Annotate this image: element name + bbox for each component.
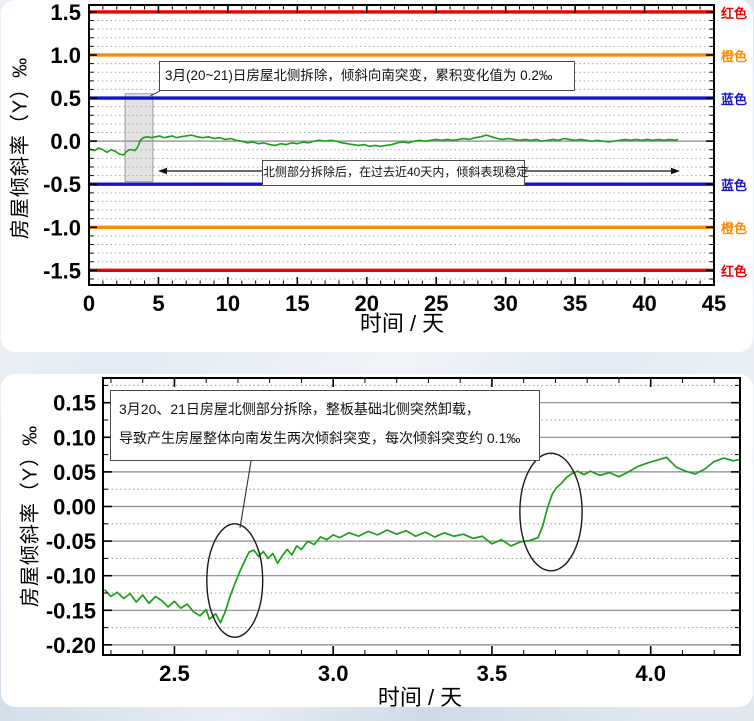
y-tick-label: 1.0 <box>50 43 81 68</box>
arrowhead <box>671 167 680 175</box>
x-tick-label: 15 <box>285 291 309 316</box>
y-tick-label: 0.10 <box>53 425 96 450</box>
ellipse-highlight <box>519 452 583 572</box>
threshold-label: 红色 <box>721 264 748 280</box>
top-series-line <box>88 134 679 156</box>
top-annotation-box-stable: 北侧部分拆除后，在过去近40天内，倾斜表现稳定 <box>262 160 528 186</box>
top-annotation-box-demolition: 3月(20~21)日房屋北侧拆除，倾斜向南突变，累积变化值为 0.2‰ <box>159 61 575 91</box>
bottom-plot-border <box>102 377 741 656</box>
top-plot-border <box>88 4 715 286</box>
top-y-axis-title: 房屋倾斜率（Y）‰ <box>9 56 32 240</box>
y-tick-label: 0.15 <box>53 391 96 416</box>
y-tick-label: -0.10 <box>46 564 96 589</box>
y-tick-label: -1.5 <box>43 258 81 283</box>
x-tick-label: 40 <box>632 291 656 316</box>
x-tick-label: 30 <box>493 291 517 316</box>
threshold-label: 蓝色 <box>721 178 748 194</box>
x-tick-label: 35 <box>563 291 587 316</box>
y-tick-label: 0.0 <box>50 129 81 154</box>
x-tick-label: 3.5 <box>477 661 508 686</box>
bottom-annotation-line-2: 导致产生房屋整体向南发生两次倾斜突变，每次倾斜突变约 0.1‰ <box>119 430 521 446</box>
y-tick-label: -0.15 <box>46 598 96 623</box>
x-tick-label: 4.0 <box>635 661 666 686</box>
annotation-arrow-1 <box>239 448 254 529</box>
threshold-label: 红色 <box>721 5 748 21</box>
callout-line <box>149 90 161 97</box>
threshold-label: 蓝色 <box>721 92 748 108</box>
y-tick-label: -0.20 <box>46 633 96 658</box>
x-tick-label: 20 <box>355 291 379 316</box>
x-tick-label: 25 <box>424 291 448 316</box>
y-tick-label: 0.00 <box>53 495 96 520</box>
y-tick-label: 0.5 <box>50 86 81 111</box>
x-tick-label: 2.5 <box>159 661 190 686</box>
x-tick-label: 0 <box>83 291 95 316</box>
x-tick-label: 10 <box>216 291 240 316</box>
bottom-x-axis-title: 时间 / 天 <box>377 685 463 710</box>
bottom-annotation-line-1: 3月20、21日房屋北侧部分拆除，整板基础北侧突然卸载， <box>119 401 480 417</box>
x-tick-label: 45 <box>702 291 726 316</box>
y-tick-label: -1.0 <box>43 215 81 240</box>
top-x-axis-title: 时间 / 天 <box>359 311 445 336</box>
x-tick-label: 5 <box>152 291 164 316</box>
y-tick-label: 1.5 <box>50 0 81 25</box>
y-tick-label: 0.05 <box>53 460 96 485</box>
x-tick-label: 3.0 <box>318 661 349 686</box>
bottom-annotation-box: 3月20、21日房屋北侧部分拆除，整板基础北侧突然卸载， 导致产生房屋整体向南发… <box>110 390 540 461</box>
y-tick-label: -0.5 <box>43 172 81 197</box>
arrowhead <box>158 167 167 175</box>
bottom-y-axis-title: 房屋倾斜率（Y）‰ <box>19 424 42 608</box>
bottom-series-line <box>103 456 740 624</box>
ellipse-highlight <box>206 523 264 638</box>
threshold-label: 橙色 <box>721 48 748 64</box>
y-tick-label: -0.05 <box>46 529 96 554</box>
top-chart: 0 5 10 15 20 25 30 35 40 45 1.5 1.0 0.5 0.0 -0.5 -1.0 -1… <box>43 0 726 316</box>
threshold-label: 橙色 <box>721 221 748 237</box>
